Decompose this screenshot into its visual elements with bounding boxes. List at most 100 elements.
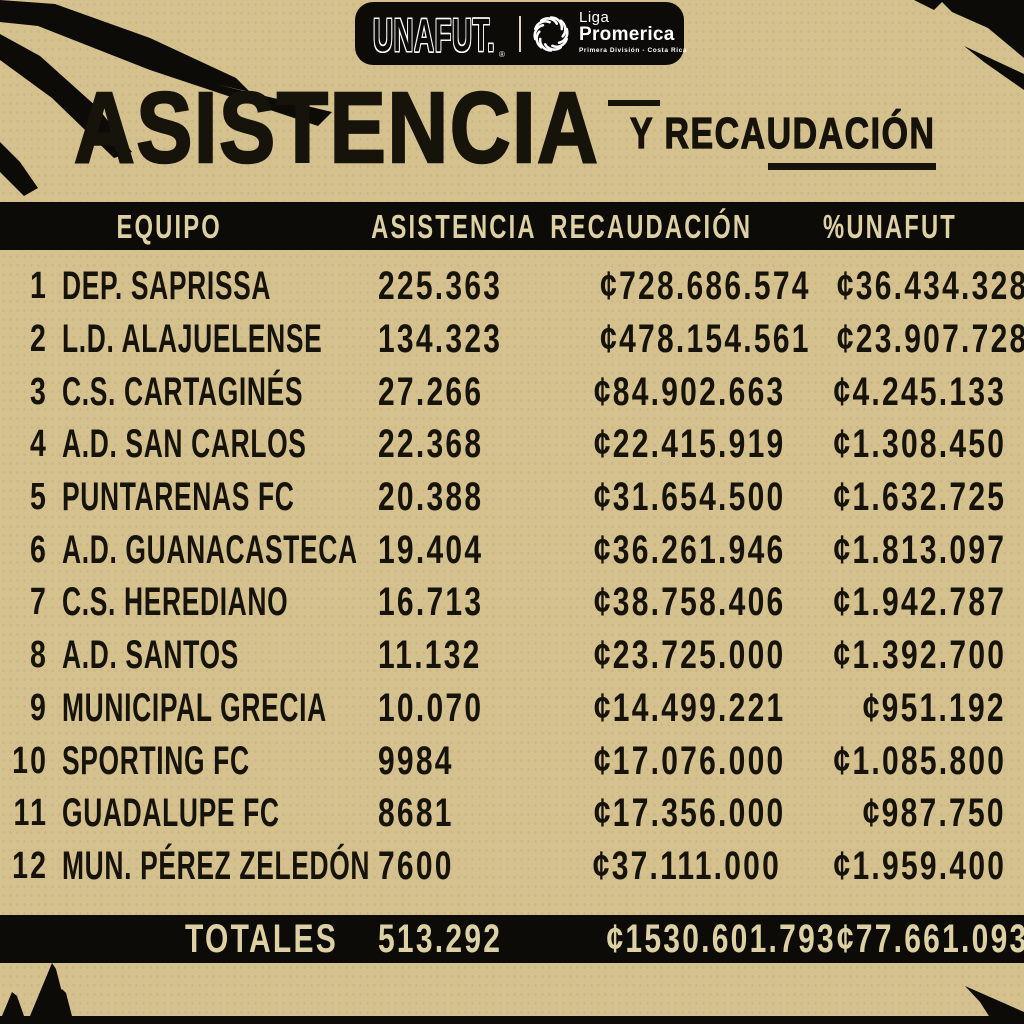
unafut-share-value: ¢1.085.800 [833,738,1006,783]
promerica-text: Promerica [579,24,675,45]
rank: 6 [29,528,48,571]
revenue-value: ¢84.902.663 [593,369,786,414]
revenue-value: ¢23.725.000 [593,633,786,678]
grass-leaf-decoration-bottom-right [965,986,1024,1024]
rank: 5 [29,476,48,519]
unafut-share-value: ¢36.434.328 [836,264,1024,309]
attendance-value: 225.363 [378,264,503,309]
unafut-logo: UNAFUT. [373,9,496,61]
unafut-share-value: ¢1.813.097 [833,527,1006,572]
table-row: 2 L.D. ALAJUELENSE 134.323 ¢478.154.561 … [0,313,1024,366]
attendance-value: 10.070 [378,685,484,730]
revenue-value: ¢17.076.000 [593,738,786,783]
attendance-value: 9984 [378,738,454,783]
revenue-value: ¢31.654.500 [593,475,786,520]
bottom-edge-bar [0,1016,1024,1024]
liga-promerica-swirl-icon [533,16,569,52]
attendance-value: 11.132 [378,633,482,678]
badge-divider [519,16,521,52]
page-title-suffix: Y RECAUDACIÓN [630,109,936,158]
table-row: 4 A.D. SAN CARLOS 22.368 ¢22.415.919 ¢1.… [0,418,1024,471]
attendance-value: 19.404 [378,527,484,572]
attendance-value: 22.368 [378,422,484,467]
totals-row: TOTALES 513.292 ¢1530.601.793 ¢77.661.09… [0,915,1024,963]
table-row: 6 A.D. GUANACASTECA 19.404 ¢36.261.946 ¢… [0,523,1024,576]
brand-badge: UNAFUT. ® Liga Promerica Primera Divisió… [355,2,687,65]
revenue-value: ¢14.499.221 [593,685,786,730]
rank: 4 [29,423,48,466]
table-row: 11 GUADALUPE FC 8681 ¢17.356.000 ¢987.75… [0,787,1024,840]
team-name: A.D. SAN CARLOS [62,422,307,467]
rank: 9 [29,686,48,729]
team-name: PUNTARENAS FC [62,475,295,520]
revenue-value: ¢728.686.574 [600,264,811,309]
totals-label: TOTALES [185,917,338,961]
table-row: 12 MUN. PÉREZ ZELEDÓN 7600 ¢37.111.000 ¢… [0,840,1024,893]
brush-leaf-decoration-top-right [914,0,1024,90]
attendance-value: 8681 [378,791,454,836]
team-name: MUN. PÉREZ ZELEDÓN [62,843,371,888]
totals-revenue: ¢1530.601.793 [606,917,836,961]
team-name: DEP. SAPRISSA [62,264,272,309]
team-name: A.D. GUANACASTECA [62,527,358,572]
rank: 2 [29,318,48,361]
page-title-main: ASISTENCIA [73,72,600,184]
team-name: MUNICIPAL GRECIA [62,685,327,730]
rank: 10 [12,739,49,782]
table-body: 1 DEP. SAPRISSA 225.363 ¢728.686.574 ¢36… [0,254,1024,892]
unafut-share-value: ¢1.308.450 [833,422,1006,467]
unafut-share-value: ¢951.192 [862,685,1006,730]
liga-text: Liga [579,9,610,26]
unafut-share-value: ¢1.392.700 [833,633,1006,678]
attendance-value: 134.323 [378,317,503,362]
rank: 12 [12,844,49,887]
totals-unafut-share: ¢77.661.093 [836,917,1024,961]
unafut-share-value: ¢987.750 [862,791,1006,836]
header-asistencia: ASISTENCIA [371,207,537,245]
header-unafut: %UNAFUT [822,207,957,245]
attendance-value: 16.713 [378,580,484,625]
registered-trademark-icon: ® [499,50,505,59]
table-row: 7 C.S. HEREDIANO 16.713 ¢38.758.406 ¢1.9… [0,576,1024,629]
header-recaudacion: RECAUDACIÓN [550,207,753,245]
attendance-value: 7600 [378,843,454,888]
table-row: 10 SPORTING FC 9984 ¢17.076.000 ¢1.085.8… [0,734,1024,787]
unafut-share-value: ¢4.245.133 [833,369,1006,414]
title-overline [608,100,660,106]
liga-tagline: Primera División - Costa Rica [579,47,688,54]
attendance-value: 20.388 [378,475,484,520]
team-name: C.S. HEREDIANO [62,580,289,625]
table-header: EQUIPO ASISTENCIA RECAUDACIÓN %UNAFUT [0,202,1024,250]
team-name: C.S. CARTAGINÉS [62,369,304,414]
table-row: 3 C.S. CARTAGINÉS 27.266 ¢84.902.663 ¢4.… [0,365,1024,418]
revenue-value: ¢17.356.000 [593,791,786,836]
table-row: 5 PUNTARENAS FC 20.388 ¢31.654.500 ¢1.63… [0,471,1024,524]
header-equipo: EQUIPO [116,207,222,245]
revenue-value: ¢22.415.919 [593,422,786,467]
attendance-value: 27.266 [378,369,484,414]
rank: 3 [29,370,48,413]
rank: 7 [29,581,48,624]
team-name: L.D. ALAJUELENSE [62,317,323,362]
rank: 11 [13,792,48,835]
revenue-value: ¢38.758.406 [593,580,786,625]
liga-promerica-logo: Liga Promerica Primera División - Costa … [579,10,687,55]
revenue-value: ¢36.261.946 [593,527,786,572]
table-row: 9 MUNICIPAL GRECIA 10.070 ¢14.499.221 ¢9… [0,682,1024,735]
revenue-value: ¢37.111.000 [592,843,782,888]
revenue-value: ¢478.154.561 [600,317,811,362]
unafut-share-value: ¢1.959.400 [833,843,1006,888]
totals-attendance: 513.292 [378,917,503,961]
title-underline [768,163,936,170]
team-name: A.D. SANTOS [62,633,239,678]
unafut-share-value: ¢1.942.787 [833,580,1006,625]
unafut-share-value: ¢1.632.725 [833,475,1006,520]
table-row: 1 DEP. SAPRISSA 225.363 ¢728.686.574 ¢36… [0,260,1024,313]
rank: 1 [29,265,48,308]
unafut-share-value: ¢23.907.728 [836,317,1024,362]
brush-leaf-decoration-top-left [0,0,332,196]
team-name: GUADALUPE FC [62,791,280,836]
team-name: SPORTING FC [62,738,250,783]
grass-leaf-decoration-bottom-left [2,963,72,1016]
